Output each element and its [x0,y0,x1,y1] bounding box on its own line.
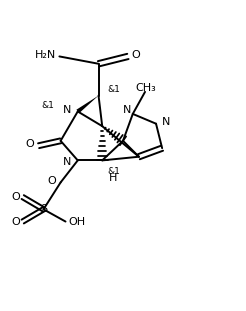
Polygon shape [77,95,99,113]
Text: H₂N: H₂N [34,50,56,60]
Text: O: O [47,176,56,186]
Text: N: N [63,104,72,114]
Text: O: O [132,50,140,60]
Text: OH: OH [68,217,85,227]
Text: O: O [11,192,20,202]
Text: &1: &1 [107,85,120,94]
Text: O: O [11,217,20,227]
Text: S: S [40,204,47,214]
Text: CH₃: CH₃ [136,83,157,93]
Text: O: O [25,140,34,150]
Text: &1: &1 [107,167,120,176]
Text: N: N [63,157,72,167]
Text: N: N [161,118,170,128]
Text: H: H [109,173,117,183]
Text: N: N [123,104,132,114]
Text: &1: &1 [42,101,55,110]
